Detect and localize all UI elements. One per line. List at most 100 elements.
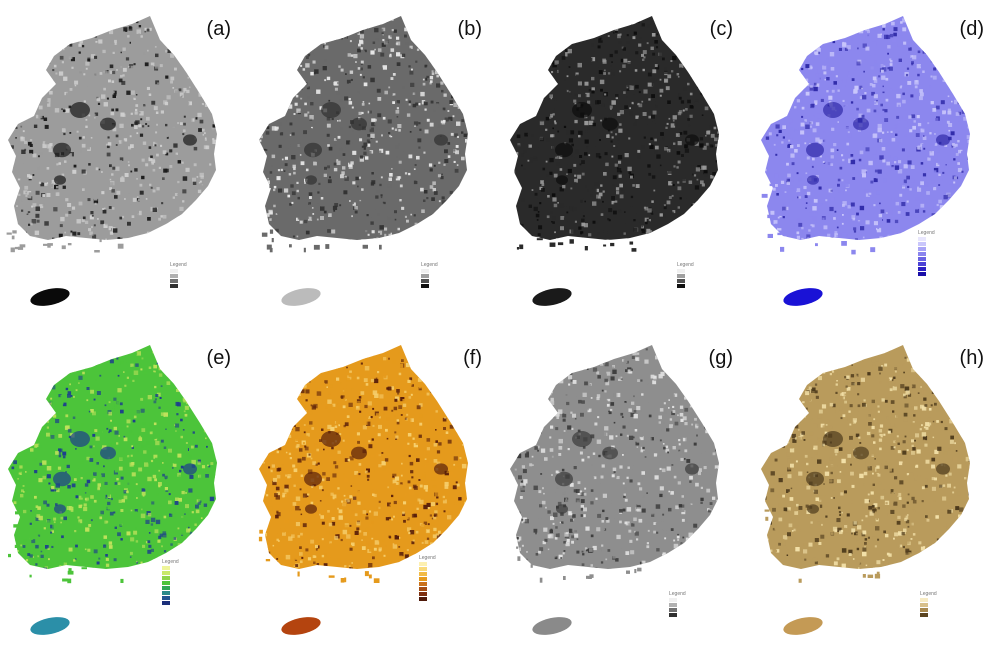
- legend-swatch: [677, 269, 685, 273]
- legend-swatch: [669, 608, 677, 612]
- legend-title: Legend: [162, 559, 179, 565]
- legend-swatch: [677, 279, 685, 283]
- jeju-island: [532, 617, 572, 635]
- map-panel: (c) Legend: [502, 0, 753, 329]
- raster-map: [258, 345, 468, 635]
- coastal-islands: [516, 546, 642, 583]
- legend-swatch: [918, 257, 926, 261]
- raster-map: [259, 16, 468, 306]
- legend-swatch: [669, 603, 677, 607]
- jeju-island: [783, 617, 823, 635]
- raster-map: [761, 345, 970, 635]
- map-legend: Legend: [920, 591, 937, 617]
- legend-swatch: [170, 269, 178, 273]
- legend-swatch: [162, 571, 170, 575]
- map-panel: (f) Legend: [251, 329, 502, 658]
- map-legend: Legend: [669, 591, 686, 617]
- legend-swatch: [419, 577, 427, 581]
- jeju-island: [532, 288, 572, 306]
- map-panel: (g) Legend: [502, 329, 753, 658]
- legend-swatch: [918, 252, 926, 256]
- jeju-island: [30, 288, 70, 306]
- legend-swatch: [920, 603, 928, 607]
- legend-title: Legend: [920, 591, 937, 597]
- legend-swatch: [162, 566, 170, 570]
- coastal-islands: [261, 183, 382, 253]
- map-panel: (e) Legend: [0, 329, 251, 658]
- map-panel: (h) Legend: [753, 329, 1004, 658]
- panel-label: (e): [206, 347, 231, 369]
- legend-swatch: [669, 613, 677, 617]
- legend-swatch: [421, 284, 429, 288]
- legend-title: Legend: [669, 591, 686, 597]
- legend-swatch: [419, 582, 427, 586]
- coastal-islands: [258, 528, 380, 583]
- legend-swatch: [419, 587, 427, 591]
- map-panel: (d) Legend: [753, 0, 1004, 329]
- raster-map: [6, 16, 217, 306]
- legend-swatch: [920, 613, 928, 617]
- jeju-island: [30, 617, 70, 635]
- legend-swatch: [918, 247, 926, 251]
- coastal-islands: [516, 238, 637, 252]
- raster-map: [761, 16, 970, 306]
- coastal-islands: [6, 192, 124, 253]
- legend-swatch: [918, 272, 926, 276]
- legend-swatch: [421, 274, 429, 278]
- map-panel: (b) Legend: [251, 0, 502, 329]
- panel-label: (b): [457, 18, 482, 40]
- raster-map: [8, 345, 217, 635]
- legend-swatch: [419, 572, 427, 576]
- jeju-island: [281, 288, 321, 306]
- legend-swatch: [677, 274, 685, 278]
- map-panel: (a) Legend: [0, 0, 251, 329]
- legend-title: Legend: [677, 262, 694, 268]
- legend-title: Legend: [170, 262, 187, 268]
- panel-label: (c): [709, 18, 733, 40]
- coastal-islands: [764, 509, 881, 583]
- map-legend: Legend: [918, 230, 935, 276]
- legend-swatch: [162, 576, 170, 580]
- jeju-island: [281, 617, 321, 635]
- legend-swatch: [918, 237, 926, 241]
- legend-swatch: [170, 284, 178, 288]
- panel-label: (a): [206, 18, 231, 40]
- legend-swatch: [170, 279, 178, 283]
- legend-title: Legend: [918, 230, 935, 236]
- legend-swatch: [419, 592, 427, 596]
- legend-swatch: [419, 567, 427, 571]
- legend-swatch: [669, 598, 677, 602]
- panel-label: (h): [959, 347, 984, 369]
- legend-swatch: [170, 274, 178, 278]
- legend-swatch: [920, 598, 928, 602]
- raster-map: [510, 345, 719, 635]
- legend-swatch: [421, 279, 429, 283]
- map-legend: Legend: [419, 555, 436, 601]
- legend-swatch: [918, 267, 926, 271]
- panel-label: (d): [959, 18, 984, 40]
- map-legend: Legend: [677, 262, 694, 288]
- panel-label: (f): [463, 347, 482, 369]
- legend-swatch: [162, 591, 170, 595]
- coastal-islands: [8, 511, 124, 584]
- legend-swatch: [162, 596, 170, 600]
- legend-swatch: [918, 242, 926, 246]
- legend-swatch: [920, 608, 928, 612]
- legend-title: Legend: [421, 262, 438, 268]
- jeju-island: [783, 288, 823, 306]
- panel-label: (g): [708, 347, 733, 369]
- legend-swatch: [162, 586, 170, 590]
- legend-swatch: [419, 597, 427, 601]
- map-legend: Legend: [162, 559, 179, 605]
- legend-swatch: [419, 562, 427, 566]
- map-legend: Legend: [421, 262, 438, 288]
- legend-title: Legend: [419, 555, 436, 561]
- legend-swatch: [918, 262, 926, 266]
- legend-swatch: [162, 581, 170, 585]
- legend-swatch: [162, 601, 170, 605]
- raster-map: [510, 16, 719, 306]
- map-legend: Legend: [170, 262, 187, 288]
- legend-swatch: [421, 269, 429, 273]
- legend-swatch: [677, 284, 685, 288]
